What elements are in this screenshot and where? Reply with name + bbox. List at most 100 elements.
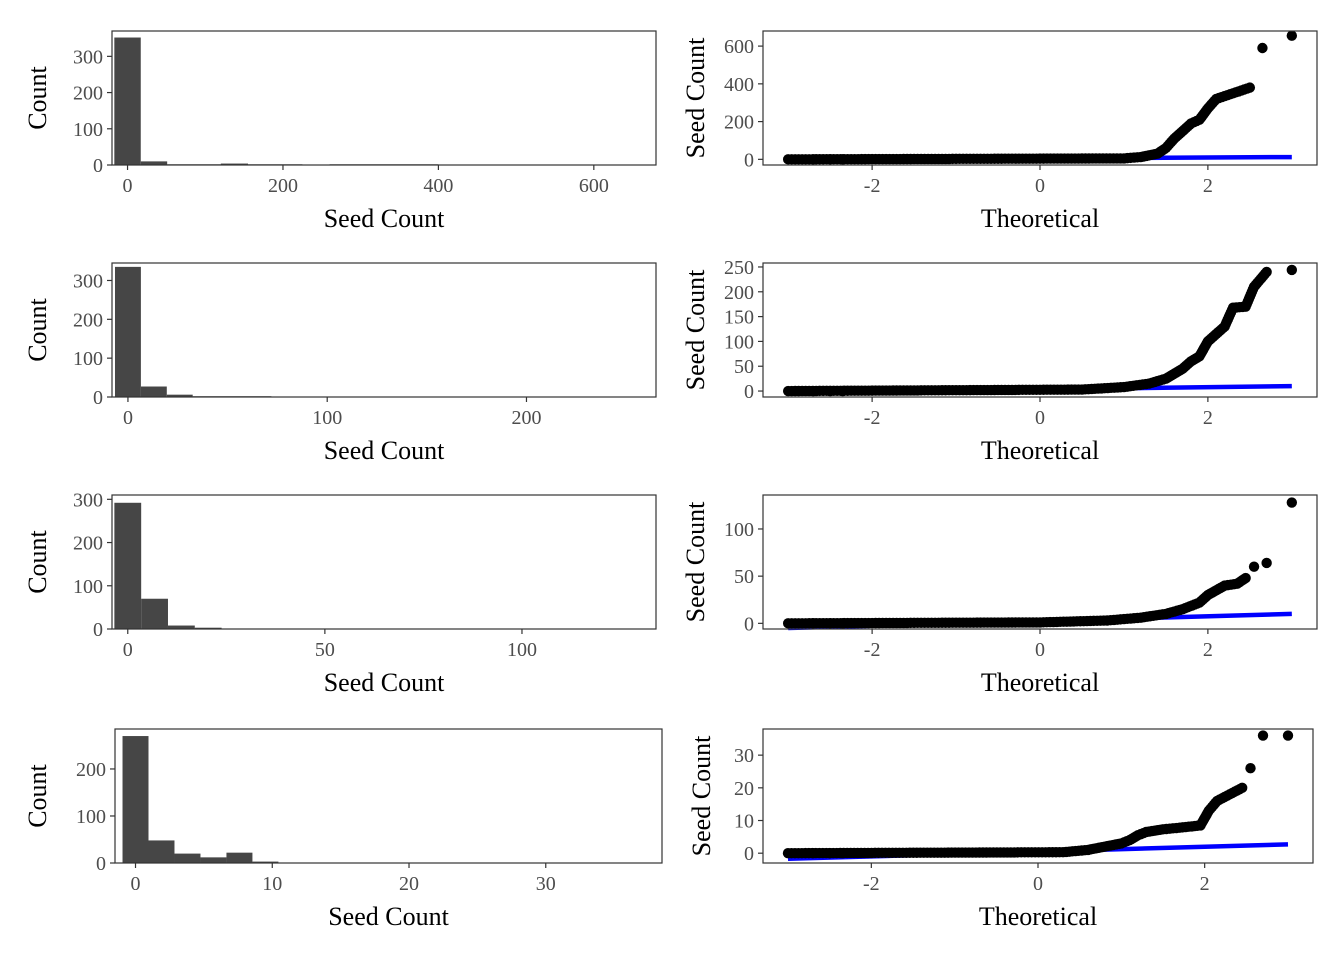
y-tick-label: 0 xyxy=(744,381,754,403)
histogram-bar xyxy=(114,37,141,165)
histogram-bar xyxy=(122,736,149,863)
x-tick-label: 0 xyxy=(123,639,133,661)
qq-point-outlier xyxy=(1245,763,1256,774)
histogram-bar xyxy=(226,852,253,863)
x-tick-label: 0 xyxy=(123,175,133,197)
x-axis-title: Theoretical xyxy=(981,668,1099,697)
x-tick-label: 100 xyxy=(507,639,537,661)
y-tick-label: 100 xyxy=(724,331,754,353)
y-tick-label: 0 xyxy=(744,613,754,635)
y-tick-label: 100 xyxy=(73,576,103,598)
y-axis-title: Seed Count xyxy=(681,37,710,158)
qq-point-outlier xyxy=(1257,730,1269,741)
x-axis-title: Seed Count xyxy=(324,668,445,697)
y-tick-label: 200 xyxy=(76,759,106,781)
x-tick-label: -2 xyxy=(864,639,881,661)
qq-point xyxy=(837,618,848,629)
y-tick-label: 20 xyxy=(734,778,754,800)
qq-point xyxy=(1261,266,1272,278)
y-tick-label: 50 xyxy=(734,566,754,588)
panel-border xyxy=(114,728,663,864)
qq-point-outlier xyxy=(1257,42,1268,54)
x-tick-label: 0 xyxy=(1033,873,1043,895)
qq-point-outlier xyxy=(1248,561,1260,572)
y-tick-label: 0 xyxy=(93,155,103,177)
y-axis-title: Count xyxy=(23,763,52,827)
y-tick-label: 300 xyxy=(73,46,103,68)
y-tick-label: 200 xyxy=(73,309,103,331)
y-tick-label: 100 xyxy=(73,348,103,370)
x-tick-label: 20 xyxy=(399,873,419,895)
qq-point xyxy=(824,848,835,859)
y-tick-label: 600 xyxy=(724,36,754,58)
histogram-bar xyxy=(140,161,168,165)
y-tick-label: 0 xyxy=(744,843,754,865)
histogram-panel-1: 0 200 400 600 0 100 200 300 Seed Count Count xyxy=(23,30,657,233)
histogram-bar xyxy=(166,394,193,397)
x-tick-label: 200 xyxy=(268,175,298,197)
qq-point-outlier xyxy=(1282,730,1294,741)
panel-border xyxy=(762,262,1318,398)
x-tick-label: 400 xyxy=(423,175,453,197)
y-tick-label: 100 xyxy=(73,119,103,141)
x-tick-label: 50 xyxy=(315,639,335,661)
histogram-panel-3: 0 50 100 0 100 200 300 Seed Count Count xyxy=(23,489,657,697)
x-tick-label: 30 xyxy=(536,873,556,895)
histogram-panel-4: 0 10 20 30 0 100 200 Seed Count Count xyxy=(23,728,663,931)
x-tick-label: 0 xyxy=(1035,407,1045,429)
x-tick-label: 2 xyxy=(1203,639,1213,661)
y-tick-label: 250 xyxy=(724,257,754,279)
qq-point xyxy=(808,154,819,165)
x-tick-label: 600 xyxy=(579,175,609,197)
qq-point xyxy=(824,385,836,397)
qq-point xyxy=(808,618,819,629)
histogram-bar xyxy=(200,857,227,863)
x-axis-title: Seed Count xyxy=(328,902,449,931)
qq-panel-3: -2 0 2 0 50 100 Theoretical Seed Count xyxy=(681,494,1318,697)
y-tick-label: 400 xyxy=(724,74,754,96)
qq-point xyxy=(1240,572,1251,584)
y-axis-title: Count xyxy=(23,297,52,361)
x-tick-label: 0 xyxy=(123,407,133,429)
panel-border xyxy=(111,494,657,630)
x-axis-title: Theoretical xyxy=(981,204,1099,233)
y-tick-label: 100 xyxy=(724,519,754,541)
histogram-bar xyxy=(141,598,168,629)
histogram-bar xyxy=(114,502,142,629)
y-axis-title: Seed Count xyxy=(687,735,716,856)
qq-panel-1: -2 0 2 0 200 400 600 Theoretical Seed Count xyxy=(681,30,1318,233)
y-axis-title: Count xyxy=(23,529,52,593)
panel-border xyxy=(111,30,657,166)
histogram-bar xyxy=(252,861,279,863)
x-axis-title: Seed Count xyxy=(324,436,445,465)
y-tick-label: 200 xyxy=(724,112,754,134)
histogram-bar xyxy=(140,386,167,397)
y-tick-label: 10 xyxy=(734,811,754,833)
qq-point xyxy=(824,618,836,629)
y-tick-label: 200 xyxy=(73,533,103,555)
qq-point xyxy=(837,154,848,165)
y-axis-title: Seed Count xyxy=(681,269,710,390)
histogram-bar xyxy=(174,853,201,863)
histogram-bar xyxy=(167,625,195,629)
x-tick-label: 2 xyxy=(1203,175,1213,197)
histogram-panel-2: 0 100 200 0 100 200 300 Seed Count Count xyxy=(23,262,657,465)
y-axis-title: Seed Count xyxy=(681,501,710,622)
x-axis-title: Theoretical xyxy=(979,902,1097,931)
qq-point xyxy=(807,848,819,859)
x-tick-label: -2 xyxy=(864,407,881,429)
x-tick-label: 100 xyxy=(312,407,342,429)
x-tick-label: 0 xyxy=(1035,175,1045,197)
y-tick-label: 200 xyxy=(724,282,754,304)
qq-point xyxy=(808,385,819,397)
x-tick-label: 0 xyxy=(1035,639,1045,661)
qq-point-outlier xyxy=(1261,557,1272,569)
y-tick-label: 50 xyxy=(734,356,754,378)
panel-border xyxy=(111,262,657,398)
histogram-bar xyxy=(220,163,248,165)
y-tick-label: 300 xyxy=(73,270,103,292)
qq-point-outlier xyxy=(1286,497,1298,508)
x-tick-label: 2 xyxy=(1203,407,1213,429)
